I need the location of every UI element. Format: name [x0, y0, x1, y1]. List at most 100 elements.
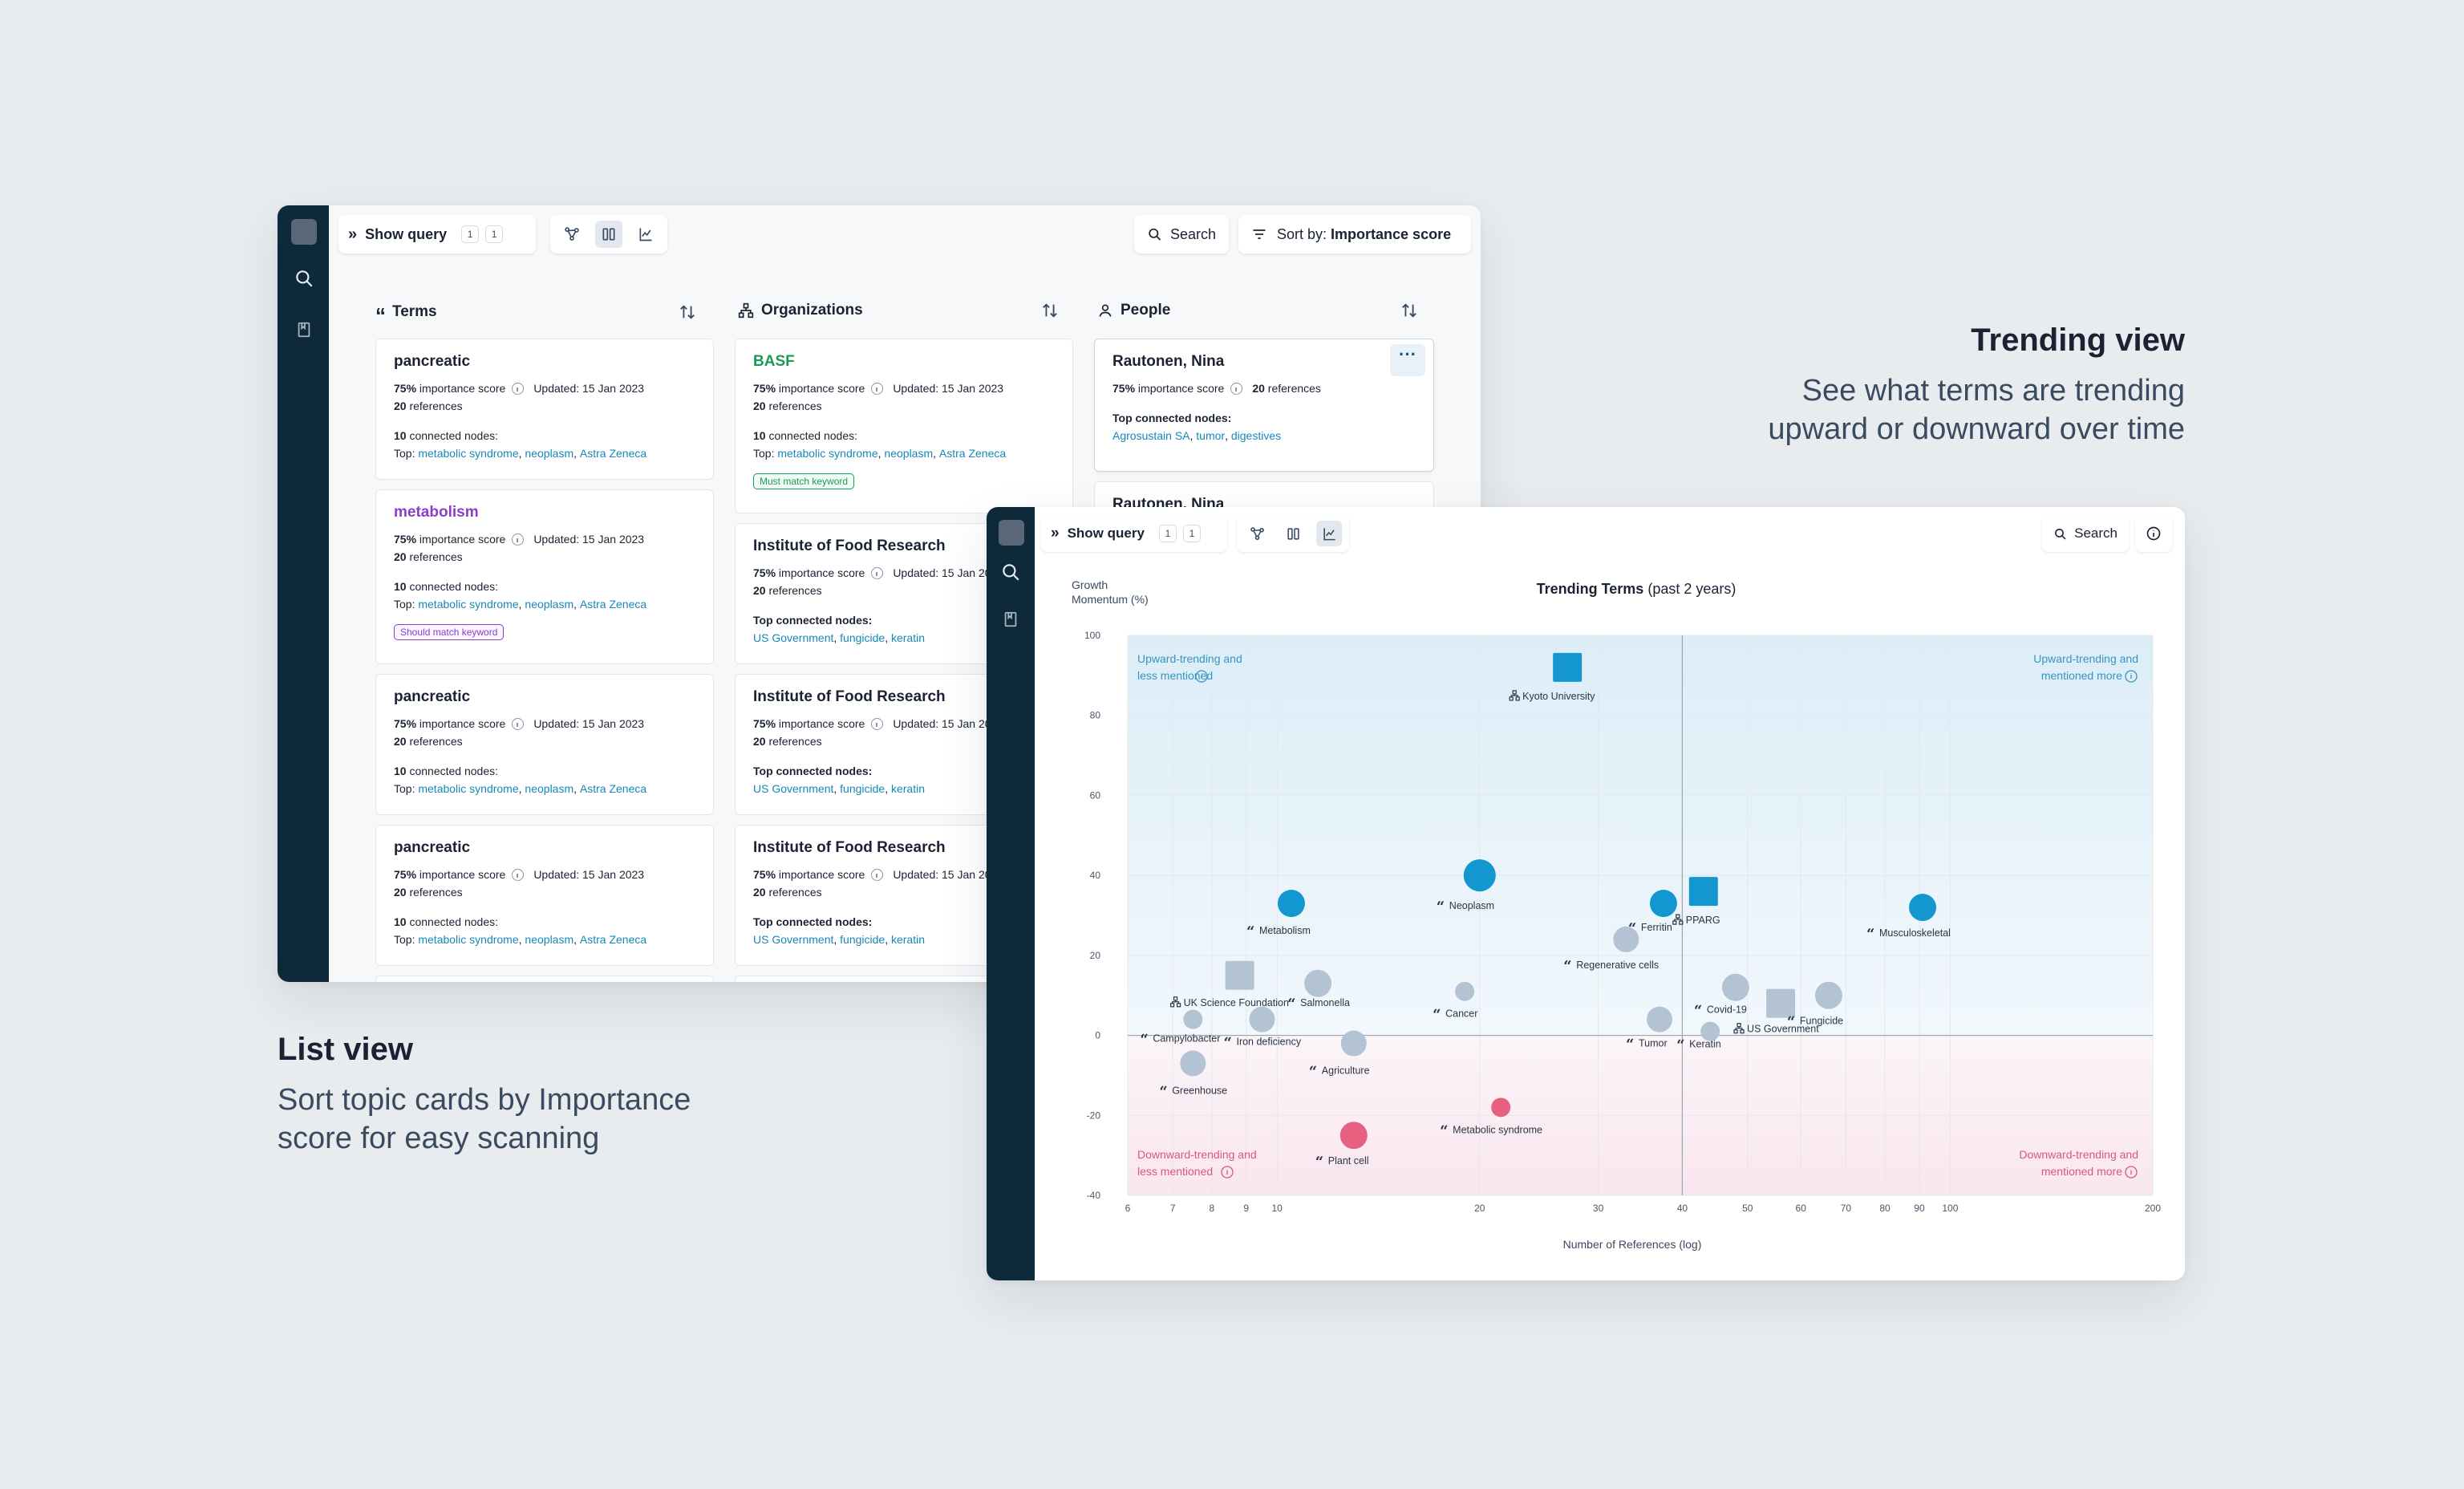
data-point-square[interactable] [1553, 652, 1583, 682]
node-link[interactable]: fungicide [840, 631, 886, 644]
info-icon[interactable] [512, 717, 525, 730]
search-button[interactable]: Search [1134, 215, 1229, 254]
node-link[interactable]: neoplasm [525, 782, 574, 795]
data-point[interactable]: “ Cancer [1433, 981, 1477, 1024]
node-link[interactable]: fungicide [840, 933, 886, 946]
data-point[interactable]: “ Iron deficiency [1223, 1006, 1302, 1052]
node-link[interactable]: Astra Zeneca [579, 782, 647, 795]
data-point-circle[interactable] [1700, 1021, 1720, 1041]
data-point[interactable]: “ Fungicide [1787, 981, 1843, 1031]
data-point[interactable]: “ Greenhouse [1159, 1050, 1227, 1100]
info-icon[interactable] [871, 382, 884, 395]
info-button[interactable] [2135, 515, 2172, 552]
data-point-square[interactable] [1766, 988, 1796, 1018]
search-icon[interactable] [294, 268, 314, 289]
chart-view-icon[interactable] [632, 221, 659, 248]
node-link[interactable]: digestives [1230, 429, 1282, 442]
info-icon[interactable] [2125, 1166, 2138, 1179]
node-link[interactable]: metabolic syndrome [418, 782, 519, 795]
graph-view-icon[interactable] [558, 221, 586, 248]
info-icon[interactable] [512, 868, 525, 881]
data-point-square[interactable] [1225, 960, 1254, 990]
data-point-circle[interactable] [1649, 890, 1677, 918]
info-icon[interactable] [512, 533, 525, 546]
data-point[interactable]: US Government [1733, 988, 1819, 1035]
person-card[interactable]: Rautonen, Nina 75% importance score 20 re… [1094, 339, 1434, 472]
info-icon[interactable] [871, 566, 884, 579]
search-icon[interactable] [1000, 562, 1021, 582]
search-button[interactable]: Search [2042, 515, 2129, 552]
info-icon[interactable] [871, 717, 884, 730]
more-options-button[interactable]: ··· [1390, 344, 1425, 376]
data-point-circle[interactable] [1909, 894, 1937, 922]
node-link[interactable]: Astra Zeneca [579, 447, 647, 460]
data-point[interactable]: Kyoto University [1509, 652, 1595, 702]
data-point[interactable]: “ Musculoskeletal [1866, 894, 1951, 943]
data-point-circle[interactable] [1491, 1097, 1511, 1118]
node-link[interactable]: fungicide [840, 782, 886, 795]
info-icon[interactable] [2125, 670, 2138, 683]
term-card[interactable]: metabolism 75% importance score Updated: … [375, 489, 714, 664]
bookmark-icon[interactable] [1002, 610, 1019, 629]
term-card[interactable] [375, 976, 714, 982]
data-point[interactable]: “ Metabolic syndrome [1440, 1097, 1542, 1139]
data-point-circle[interactable] [1455, 981, 1475, 1001]
list-view-icon[interactable] [1280, 521, 1306, 546]
data-point-circle[interactable] [1304, 969, 1332, 997]
data-point[interactable]: “ Covid-19 [1694, 973, 1749, 1020]
graph-view-icon[interactable] [1244, 521, 1270, 546]
data-point[interactable]: “ Regenerative cells [1563, 926, 1659, 975]
data-point-circle[interactable] [1183, 1009, 1203, 1029]
node-link[interactable]: neoplasm [525, 447, 574, 460]
node-link[interactable]: US Government [753, 933, 834, 946]
sort-arrows-icon[interactable] [1041, 302, 1059, 319]
data-point[interactable]: “ Tumor [1626, 1006, 1673, 1053]
chart-view-icon[interactable] [1316, 521, 1342, 546]
data-point[interactable]: “ Plant cell [1315, 1122, 1369, 1171]
node-link[interactable]: US Government [753, 631, 834, 644]
node-link[interactable]: keratin [890, 933, 926, 946]
organization-card[interactable]: BASF 75% importance score Updated: 15 Jan… [735, 339, 1073, 513]
data-point-circle[interactable] [1340, 1030, 1367, 1057]
info-icon[interactable] [1230, 382, 1243, 395]
node-link[interactable]: neoplasm [525, 598, 574, 611]
sort-dropdown[interactable]: Sort by: Importance score [1238, 215, 1471, 254]
node-link[interactable]: metabolic syndrome [418, 447, 519, 460]
term-card[interactable]: pancreatic 75% importance score Updated: … [375, 339, 714, 480]
data-point-square[interactable] [1688, 877, 1718, 907]
sort-arrows-icon[interactable] [1400, 302, 1418, 319]
data-point-circle[interactable] [1277, 890, 1305, 918]
data-point[interactable]: “ Agriculture [1309, 1030, 1370, 1081]
node-link[interactable]: US Government [753, 782, 834, 795]
data-point-circle[interactable] [1463, 859, 1496, 892]
node-link[interactable]: Agrosustain SA [1112, 429, 1190, 442]
data-point[interactable]: “ Keratin [1676, 1021, 1721, 1054]
node-link[interactable]: neoplasm [884, 447, 934, 460]
term-card[interactable]: pancreatic 75% importance score Updated: … [375, 825, 714, 966]
info-icon[interactable] [512, 382, 525, 395]
info-icon[interactable] [1195, 670, 1208, 683]
node-link[interactable]: metabolic syndrome [418, 933, 519, 946]
data-point[interactable]: “ Metabolism [1246, 890, 1311, 940]
app-logo[interactable] [291, 219, 317, 245]
data-point[interactable]: “ Campylobacter [1140, 1009, 1220, 1049]
bookmark-icon[interactable] [295, 320, 313, 339]
node-link[interactable]: tumor [1196, 429, 1226, 442]
data-point-circle[interactable] [1249, 1006, 1275, 1033]
term-card[interactable]: pancreatic 75% importance score Updated: … [375, 674, 714, 815]
data-point-circle[interactable] [1339, 1122, 1368, 1150]
node-link[interactable]: keratin [890, 631, 926, 644]
node-link[interactable]: metabolic syndrome [777, 447, 878, 460]
data-point[interactable]: UK Science Foundation [1169, 960, 1289, 1008]
node-link[interactable]: Astra Zeneca [579, 933, 647, 946]
data-point[interactable]: “ Salmonella [1287, 969, 1350, 1012]
data-point-circle[interactable] [1647, 1006, 1673, 1033]
data-point-circle[interactable] [1180, 1050, 1206, 1077]
data-point[interactable]: “ Neoplasm [1437, 859, 1496, 915]
list-view-icon[interactable] [595, 221, 622, 248]
data-point-circle[interactable] [1613, 926, 1639, 952]
node-link[interactable]: keratin [890, 782, 926, 795]
app-logo[interactable] [999, 520, 1024, 546]
sort-arrows-icon[interactable] [679, 303, 696, 321]
info-icon[interactable] [1221, 1166, 1234, 1179]
